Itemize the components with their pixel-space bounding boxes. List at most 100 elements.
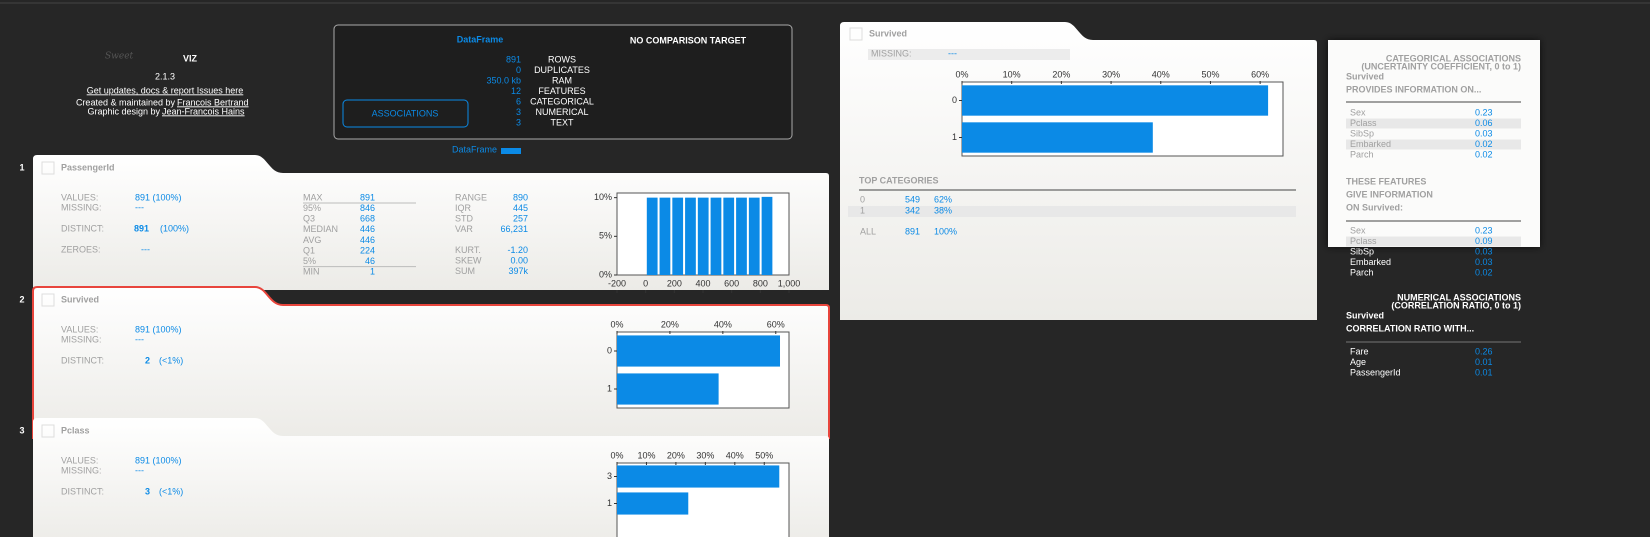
assoc-name: SibSp: [1350, 128, 1374, 138]
distinct-count: 891: [134, 223, 149, 233]
missing-label: MISSING:: [871, 48, 912, 58]
assoc-value: 0.06: [1475, 118, 1493, 128]
summary-value: ---: [135, 202, 144, 212]
given-title: THESE FEATURES: [1346, 176, 1426, 186]
assoc-value: 0.03: [1475, 128, 1493, 138]
distinct-label: DISTINCT:: [61, 355, 104, 365]
summary-label: MISSING:: [61, 465, 102, 475]
top-categories-title: TOP CATEGORIES: [859, 175, 939, 185]
bar: [617, 492, 689, 515]
top-percent: 38%: [934, 205, 952, 215]
detail-icon: [849, 27, 863, 41]
summary-label: VALUES:: [61, 324, 98, 334]
x-tick-label: 800: [753, 278, 768, 288]
assoc-value: 0.23: [1475, 225, 1493, 235]
dataframe-title: DataFrame: [457, 34, 504, 44]
summary-value: 891 (100%): [135, 455, 182, 465]
summary-value: ---: [135, 334, 144, 344]
stat-label: IQR: [455, 203, 472, 213]
bottom-mask: [1330, 378, 1530, 418]
x-tick-label: -200: [608, 278, 626, 288]
design-author: Jean-Francois Hains: [162, 106, 245, 116]
stat-value: 890: [513, 192, 528, 202]
y-tick-label: 10%: [594, 192, 612, 202]
feature-icon: [41, 424, 55, 438]
version: 2.1.3: [155, 71, 175, 81]
x-tick-label: 400: [695, 278, 710, 288]
stat-label: SUM: [455, 266, 475, 276]
histogram-bar: [710, 197, 722, 275]
design-label: Graphic design by: [87, 106, 160, 116]
docs-link[interactable]: Get updates, docs & report Issues here: [87, 85, 244, 95]
assoc-name: Parch: [1350, 267, 1374, 277]
cat-assoc-sub: (UNCERTAINTY COEFFICIENT, 0 to 1): [1361, 61, 1521, 71]
df-stat-label: ROWS: [548, 54, 576, 64]
feature-index: 3: [19, 425, 24, 435]
quantile-label: Q1: [303, 245, 315, 255]
histogram-bar: [659, 197, 671, 275]
df-stat-value: 6: [516, 96, 521, 106]
assoc-name: Age: [1350, 357, 1366, 367]
summary-label: VALUES:: [61, 192, 98, 202]
quantile-label: Q3: [303, 214, 315, 224]
logo-sweet: Sweet: [105, 52, 134, 62]
detail-panel: [840, 22, 1317, 320]
x-tick-label: 30%: [1102, 69, 1120, 79]
df-stat-value: 3: [516, 107, 521, 117]
top-category: 1: [860, 205, 865, 215]
histogram-bar: [672, 197, 684, 275]
distinct-label: DISTINCT:: [61, 223, 104, 233]
df-stat-label: CATEGORICAL: [530, 96, 594, 106]
top-count: 342: [905, 205, 920, 215]
logo-viz: VIZ: [183, 53, 198, 63]
assoc-name: Parch: [1350, 149, 1374, 159]
histogram-bar: [761, 196, 773, 275]
associations-button-label[interactable]: ASSOCIATIONS: [372, 108, 439, 118]
df-stat-value: 350.0 kb: [486, 75, 521, 85]
credit-label: Created & maintained by: [76, 97, 176, 107]
zeroes-value: ---: [141, 244, 150, 254]
assoc-value: 0.02: [1475, 139, 1493, 149]
df-stat-value: 891: [506, 54, 521, 64]
row-shade: [848, 206, 1296, 217]
top-count: 549: [905, 194, 920, 204]
df-stat-label: NUMERICAL: [535, 107, 588, 117]
summary-label: MISSING:: [61, 202, 102, 212]
quantile-label: 95%: [303, 203, 321, 213]
quantile-value: 891: [360, 192, 375, 202]
stat-value: -1.20: [507, 245, 528, 255]
assoc-provides: PROVIDES INFORMATION ON...: [1346, 84, 1481, 94]
df-stat-label: TEXT: [550, 117, 574, 127]
histogram-bar: [646, 197, 658, 275]
category-label: 3: [607, 471, 612, 481]
y-tick-label: 5%: [599, 231, 612, 241]
x-tick-label: 10%: [637, 450, 655, 460]
feature-icon: [41, 161, 55, 175]
stat-value: 397k: [508, 266, 528, 276]
feature-index: 2: [19, 294, 24, 304]
quantile-label: MIN: [303, 267, 320, 277]
x-tick-label: 40%: [1152, 69, 1170, 79]
df-stat-value: 0: [516, 65, 521, 75]
assoc-name: SibSp: [1350, 246, 1374, 256]
summary-value: ---: [135, 465, 144, 475]
associations-button[interactable]: [342, 99, 469, 128]
distinct-label: DISTINCT:: [61, 486, 104, 496]
category-label: 0: [952, 95, 957, 105]
x-tick-label: 0: [643, 278, 648, 288]
quantile-value: 224: [360, 245, 375, 255]
quantile-label: MEDIAN: [303, 224, 338, 234]
top-percent: 62%: [934, 194, 952, 204]
assoc-value: 0.26: [1475, 346, 1493, 356]
summary-label: VALUES:: [61, 455, 98, 465]
quantile-value: 446: [360, 224, 375, 234]
assoc-name: Sex: [1350, 107, 1366, 117]
feature-name: Survived: [61, 294, 99, 304]
x-tick-label: 600: [724, 278, 739, 288]
feature-icon: [41, 293, 55, 307]
num-feature: Survived: [1346, 310, 1384, 320]
category-label: 1: [607, 383, 612, 393]
row-shade: [1346, 118, 1521, 129]
assoc-value: 0.23: [1475, 107, 1493, 117]
